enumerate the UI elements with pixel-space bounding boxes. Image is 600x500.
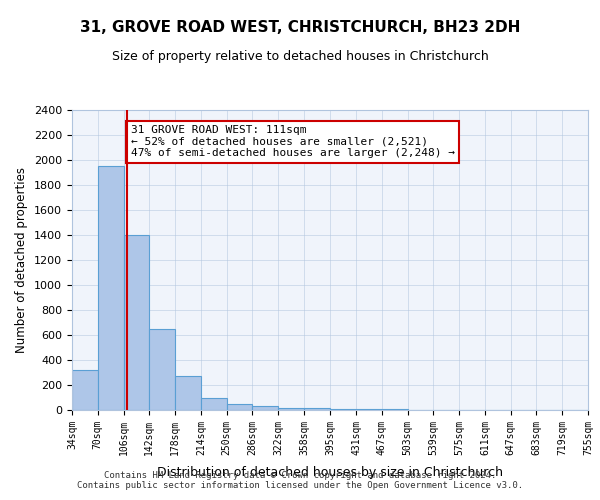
Bar — [227, 404, 253, 410]
Text: 31 GROVE ROAD WEST: 111sqm
← 52% of detached houses are smaller (2,521)
47% of s: 31 GROVE ROAD WEST: 111sqm ← 52% of deta… — [131, 125, 455, 158]
Bar — [356, 409, 382, 410]
Bar — [304, 408, 329, 410]
Bar — [253, 406, 278, 410]
Text: Contains HM Land Registry data © Crown copyright and database right 2024.
Contai: Contains HM Land Registry data © Crown c… — [77, 470, 523, 490]
Bar — [331, 409, 356, 410]
Bar — [72, 370, 98, 410]
X-axis label: Distribution of detached houses by size in Christchurch: Distribution of detached houses by size … — [157, 466, 503, 479]
Bar — [201, 398, 227, 410]
Y-axis label: Number of detached properties: Number of detached properties — [16, 167, 28, 353]
Bar — [278, 408, 304, 410]
Bar — [175, 376, 201, 410]
Text: 31, GROVE ROAD WEST, CHRISTCHURCH, BH23 2DH: 31, GROVE ROAD WEST, CHRISTCHURCH, BH23 … — [80, 20, 520, 35]
Text: Size of property relative to detached houses in Christchurch: Size of property relative to detached ho… — [112, 50, 488, 63]
Bar — [124, 235, 149, 410]
Bar — [98, 166, 124, 410]
Bar — [149, 329, 175, 410]
